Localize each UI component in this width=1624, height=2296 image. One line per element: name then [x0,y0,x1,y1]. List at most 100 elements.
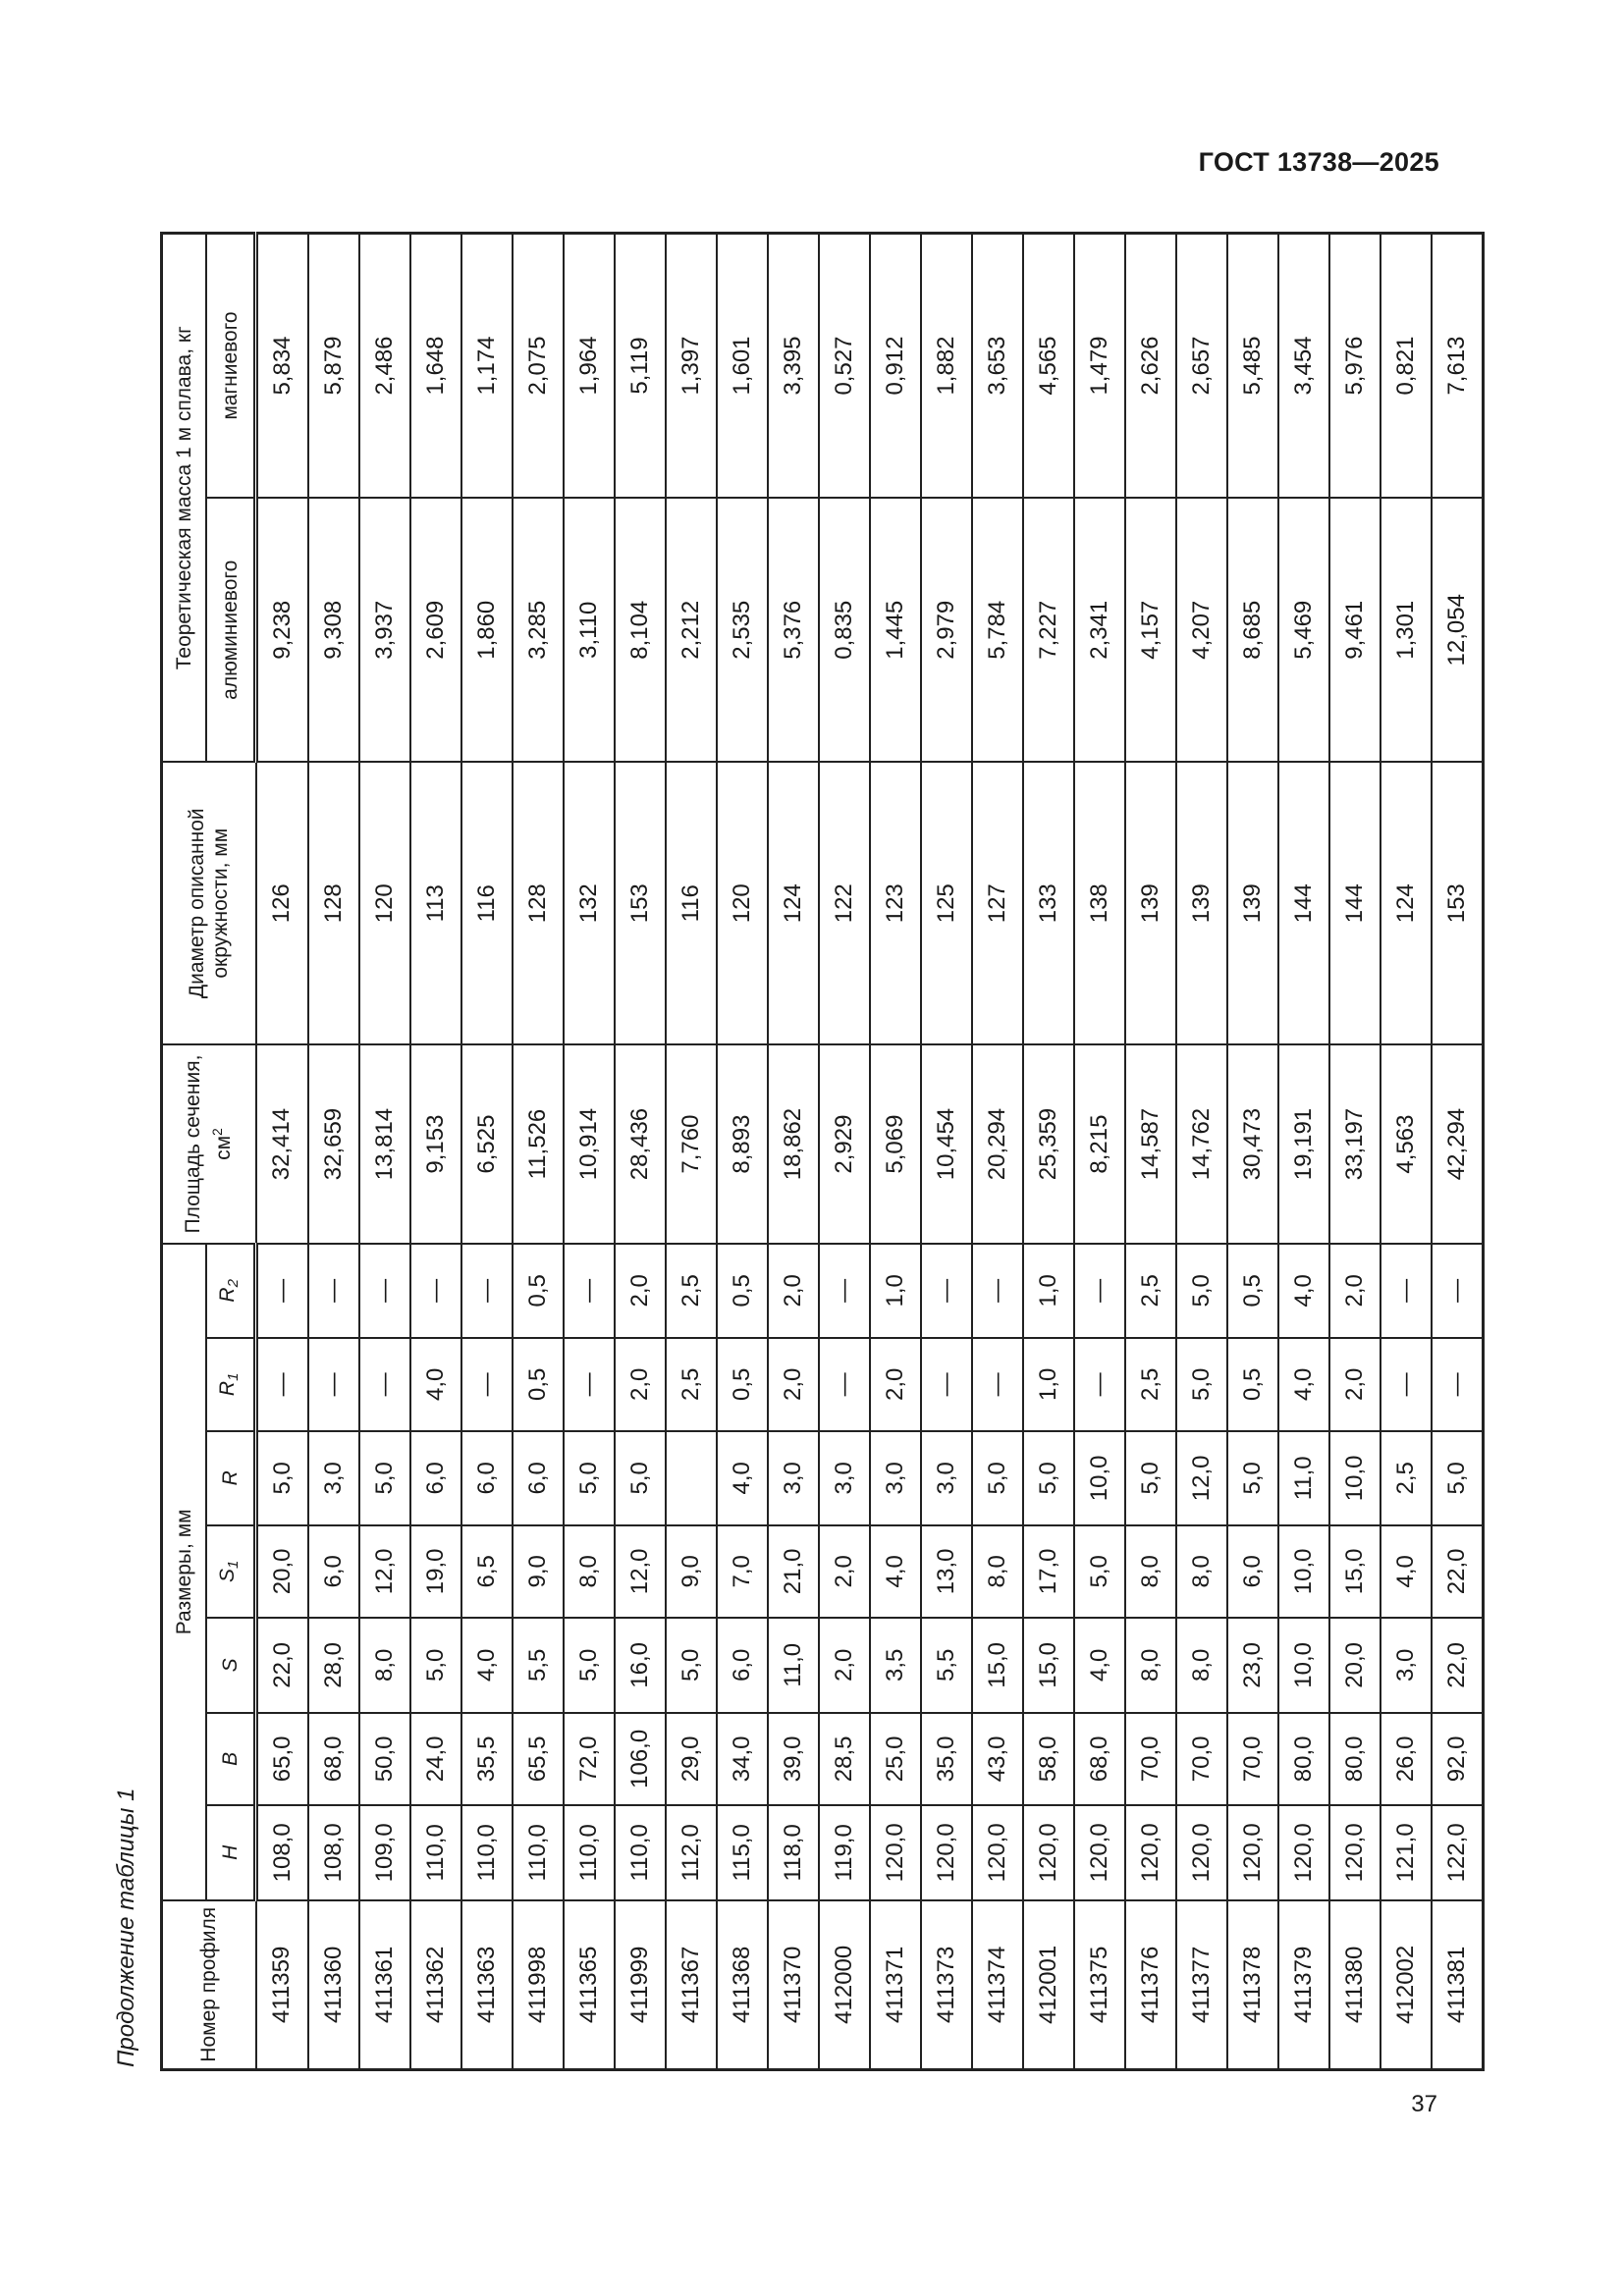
header-R1-base: R [215,1380,239,1397]
table-cell: 35,0 [921,1712,972,1806]
table-cell: 1,601 [717,233,768,499]
table-cell: 2,341 [1074,498,1125,763]
table-cell: 1,860 [461,498,513,763]
table-cell: 16,0 [615,1618,666,1713]
table-cell: 4,157 [1125,498,1176,763]
table-cell: 20,0 [255,1524,308,1619]
header-R1-sub: 1 [224,1372,242,1381]
table-cell: 1,964 [564,233,615,499]
table-cell: 12,0 [1176,1431,1227,1525]
table-cell: 2,929 [819,1044,870,1245]
table-cell: 116 [666,762,717,1044]
table-cell: 8,0 [564,1524,615,1619]
table-cell: 2,626 [1125,233,1176,499]
table-cell: 5,0 [1432,1431,1484,1525]
table-cell: 5,0 [615,1431,666,1525]
table-cell: 0,821 [1380,233,1432,499]
table-cell: 21,0 [768,1524,819,1619]
table-cell: 120,0 [870,1805,921,1900]
table-row: 411371 120,0 25,0 3,5 4,0 3,0 2,0 1,0 5,069 123 1,… [870,233,921,2070]
table-cell: 43,0 [972,1712,1023,1806]
table-cell: 2,075 [513,233,564,499]
table-cell: 3,0 [308,1431,359,1525]
table-cell: 6,0 [717,1618,768,1713]
table-cell: — [461,1337,513,1432]
table-cell: 22,0 [255,1618,308,1713]
table-cell: 10,914 [564,1044,615,1245]
table-cell: 106,0 [615,1712,666,1806]
table-cell: — [921,1337,972,1432]
table-cell: 5,0 [255,1431,308,1525]
table-cell: 10,454 [921,1044,972,1245]
table-row: 412002 121,0 26,0 3,0 4,0 2,5— —4,563 124 1,301 0… [1380,233,1432,2070]
table-cell: 30,473 [1227,1044,1278,1245]
table-cell: 9,238 [255,498,308,763]
header-R1: R1 [206,1337,256,1432]
table-cell: 120,0 [1074,1805,1125,1900]
table-cell: — [359,1244,410,1338]
table-cell: 2,0 [768,1337,819,1432]
table-cell: — [255,1337,308,1432]
table-cell: 411368 [717,1899,768,2070]
table-cell: 4,0 [1380,1524,1432,1619]
table-cell: 32,659 [308,1044,359,1245]
table-cell: 120,0 [1329,1805,1380,1900]
table-cell: 122 [819,762,870,1044]
table-cell: 5,376 [768,498,819,763]
table-cell: 1,882 [921,233,972,499]
table-cell: 18,862 [768,1044,819,1245]
table-row: 411998 110,0 65,5 5,5 9,0 6,0 0,5 0,5 11,526 128 3… [513,233,564,2070]
table-cell: 2,5 [1380,1431,1432,1525]
table-cell: 1,0 [870,1244,921,1338]
table-cell: 2,0 [1329,1337,1380,1432]
table-cell: 120,0 [1125,1805,1176,1900]
table-cell: 15,0 [972,1618,1023,1713]
table-cell: 9,0 [666,1524,717,1619]
table-cell: — [410,1244,461,1338]
table-cell: 25,359 [1023,1044,1074,1245]
table-cell: 0,5 [1227,1244,1278,1338]
table-cell: 20,0 [1329,1618,1380,1713]
table-cell: 411370 [768,1899,819,2070]
table-cell: 8,0 [1176,1618,1227,1713]
table-cell: 3,0 [768,1431,819,1525]
table-cell: 28,0 [308,1618,359,1713]
table-cell: 1,479 [1074,233,1125,499]
table-cell: 3,110 [564,498,615,763]
table-cell: 120,0 [1227,1805,1278,1900]
table-cell: 412001 [1023,1899,1074,2070]
table-cell: 42,294 [1432,1044,1484,1245]
table-cell: 4,0 [1278,1244,1329,1338]
table-cell: 80,0 [1329,1712,1380,1806]
table-cell: 70,0 [1227,1712,1278,1806]
table-cell: 2,486 [359,233,410,499]
table-cell: 39,0 [768,1712,819,1806]
table-cell: 5,0 [1176,1244,1227,1338]
table-cell: 124 [1380,762,1432,1044]
table-cell: 0,835 [819,498,870,763]
table-cell: 411381 [1432,1899,1484,2070]
table-cell: 5,834 [255,233,308,499]
table-cell: 6,0 [1227,1524,1278,1619]
table-cell: 3,0 [921,1431,972,1525]
rotated-table-content: Продолжение таблицы 1 Номер профиля Разм… [110,232,1485,2071]
table-cell: 4,0 [717,1431,768,1525]
table-cell: 2,5 [666,1244,717,1338]
table-cell: 70,0 [1125,1712,1176,1806]
table-cell: 5,976 [1329,233,1380,499]
table-cell: 125 [921,762,972,1044]
table-cell: 5,5 [921,1618,972,1713]
table-cell: 2,0 [870,1337,921,1432]
header-mass-aluminium: алюминиевого [206,498,256,763]
header-profile-number: Номер профиля [161,1899,256,2070]
table-caption: Продолжение таблицы 1 [113,1788,139,2067]
table-cell: 3,395 [768,233,819,499]
table-cell: 122,0 [1432,1805,1484,1900]
table-row: 411379 120,0 80,0 10,0 10,0 11,0 4,0 4,0 19,191 1… [1278,233,1329,2070]
table-cell: 0,5 [1227,1337,1278,1432]
table-cell: 6,525 [461,1044,513,1245]
table-row: 411375 120,0 68,0 4,0 5,0 10,0— —8,215 138 2,341… [1074,233,1125,2070]
table-cell: 1,397 [666,233,717,499]
table-cell: 121,0 [1380,1805,1432,1900]
table-cell: 153 [615,762,666,1044]
